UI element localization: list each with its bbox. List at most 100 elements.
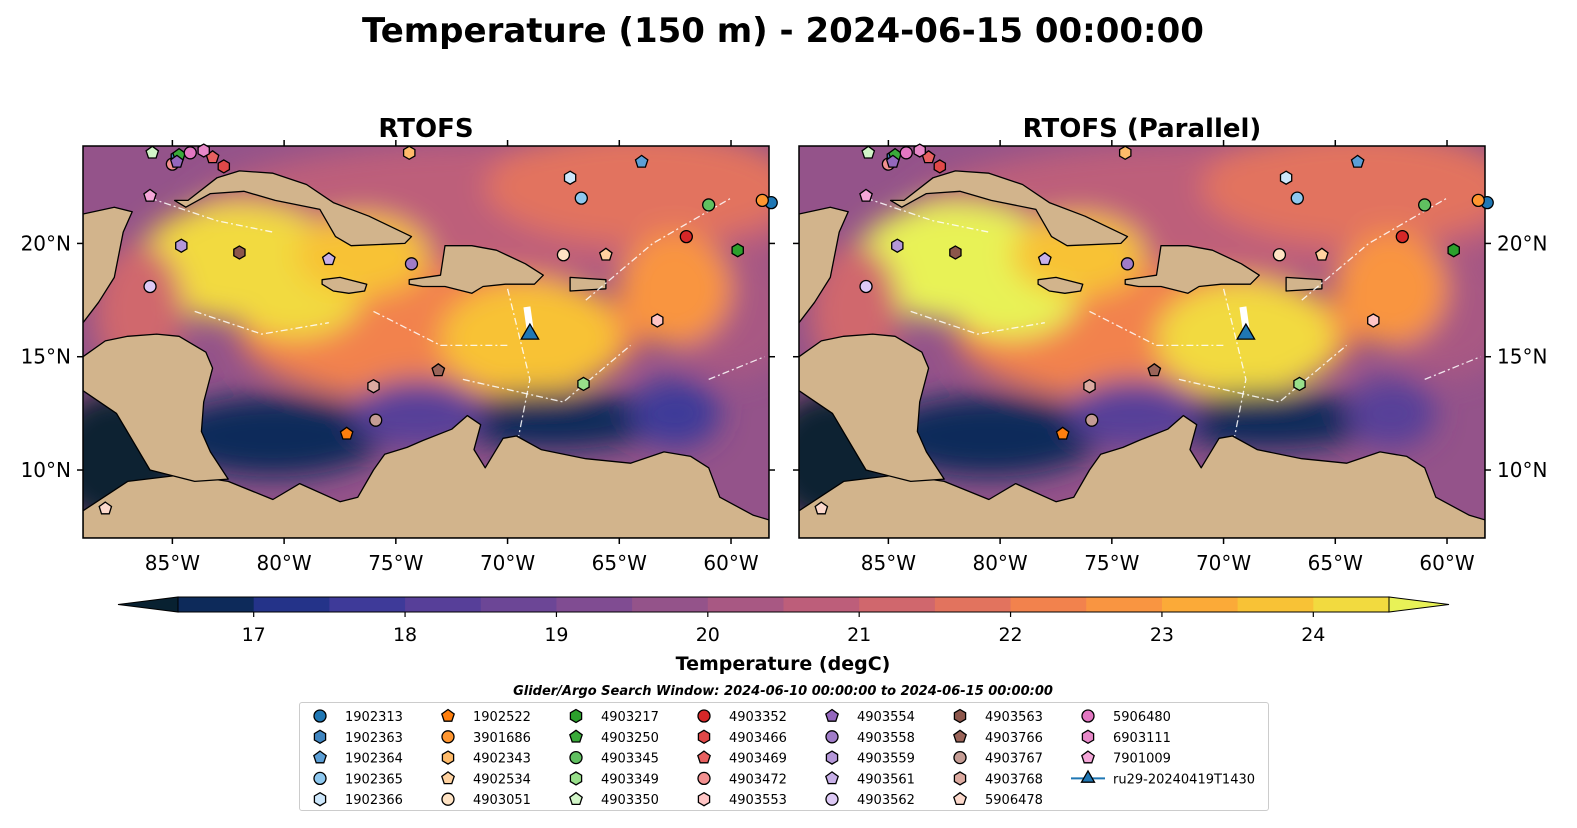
eez-boundaries: [865, 197, 1481, 437]
colorbar-tick-label: 24: [1301, 624, 1325, 646]
legend-label: 1902522: [473, 710, 531, 725]
float-marker-4903553: [1367, 313, 1380, 328]
legend-marker-4903561: [825, 771, 839, 785]
float-marker-4903349: [1293, 376, 1306, 392]
float-marker-4902343: [1118, 145, 1132, 161]
legend-marker-1902365: [313, 771, 327, 786]
lat-tick-label: 10°N: [21, 458, 71, 482]
lat-tick-label: 20°N: [1497, 231, 1547, 255]
float-marker-4903554: [169, 154, 184, 168]
legend-label: 4903554: [857, 710, 915, 725]
temperature-field: [83, 146, 769, 538]
legend-marker-5906480: [1081, 709, 1095, 723]
lat-tick-label: 15°N: [1497, 345, 1547, 369]
colorbar-segment: [405, 597, 482, 612]
colorbar-segment: [1010, 597, 1087, 612]
float-marker-5906478: [98, 501, 113, 515]
legend-label: 1902364: [345, 752, 403, 767]
legend-label: 4903767: [985, 752, 1043, 767]
lon-tick-label: 60°W: [1419, 551, 1474, 575]
legend-label: 4903561: [857, 772, 915, 787]
colorbar-segment: [1237, 597, 1314, 612]
colorbar-tick-label: 22: [998, 624, 1022, 646]
float-marker-6903111: [913, 143, 926, 158]
legend-marker-4903559: [825, 750, 839, 765]
legend-label: 4903345: [601, 752, 659, 767]
float-marker-4903217: [1447, 243, 1460, 258]
legend-label: 4903766: [985, 731, 1043, 746]
float-marker-4903558: [1120, 257, 1135, 271]
colorbar: 17 18 19 20 21 22 23 24: [117, 596, 1450, 646]
legend-label: 4903051: [473, 793, 531, 808]
float-marker-1902364: [1350, 154, 1365, 168]
colorbar-tick-label: 23: [1150, 624, 1174, 646]
lon-tick-label: 70°W: [480, 551, 535, 575]
legend-marker-4903558: [825, 730, 839, 744]
colorbar-segment: [632, 597, 709, 612]
legend-marker-4903349: [569, 771, 583, 786]
glider-marker-ru29-20240419T1430: [520, 322, 540, 340]
float-marker-1902364: [634, 154, 649, 168]
float-marker-4903051: [556, 248, 571, 262]
legend-marker-4903768: [953, 771, 967, 786]
legend-marker-5906478: [953, 791, 967, 806]
float-marker-4903768: [367, 378, 380, 394]
legend-label: 4903217: [601, 710, 659, 725]
float-marker-4903350: [861, 145, 876, 159]
colorbar-segment: [934, 597, 1012, 612]
float-marker-6903111: [197, 143, 210, 158]
float-marker-1902366: [1279, 170, 1293, 185]
legend-label: 1902365: [345, 772, 403, 787]
legend-label: 4903350: [601, 793, 659, 808]
colorbar-tick-label: 21: [847, 624, 871, 646]
legend-label: 4903250: [601, 731, 659, 746]
float-marker-4903349: [577, 376, 590, 392]
landmasses: [83, 170, 769, 538]
legend-label: 5906480: [1113, 710, 1171, 725]
colorbar-tick-label: 18: [393, 624, 417, 646]
legend-entries: 1902313 1902363 1902364 1902365 1902366 19025…: [313, 708, 1255, 808]
float-marker-1902522: [1055, 426, 1070, 440]
float-marker-5906478: [814, 501, 829, 515]
legend-label: 4903349: [601, 772, 659, 787]
float-marker-4903559: [891, 238, 904, 253]
float-marker-4903466: [217, 159, 231, 174]
float-marker-4903559: [175, 238, 188, 253]
figure-title: Temperature (150 m) - 2024-06-15 00:00:0…: [362, 11, 1204, 51]
colorbar-tick-label: 20: [696, 624, 720, 646]
colorbar-tick-label: 19: [544, 624, 568, 646]
legend-marker-4903350: [569, 791, 583, 806]
float-marker-4903562: [859, 279, 873, 294]
map-panel-rtofs-parallel: RTOFS (Parallel) 85°W 80°W 75°W 70°W 65°W 60°W…: [793, 114, 1547, 575]
legend-marker-7901009: [1081, 750, 1095, 764]
colorbar-segment: [1161, 597, 1239, 612]
lat-tick-label: 10°N: [1497, 458, 1547, 482]
float-marker-4903352: [679, 229, 693, 244]
legend: 1902313 1902363 1902364 1902365 1902366 19025…: [299, 702, 1269, 811]
legend-marker-1902366: [313, 791, 327, 807]
glider-marker-ru29-20240419T1430: [1236, 322, 1256, 340]
lon-tick-label: 85°W: [861, 551, 916, 575]
legend-label: 4903559: [857, 752, 915, 767]
legend-label: 7901009: [1113, 752, 1171, 767]
legend-marker-1902363: [313, 729, 327, 745]
float-marker-4903345: [702, 198, 716, 212]
colorbar-tick-label: 17: [242, 624, 266, 646]
float-marker-7901009: [859, 188, 873, 202]
legend-marker-4903051: [441, 792, 455, 806]
float-marker-4903051: [1272, 248, 1287, 262]
float-marker-4903767: [1085, 413, 1099, 427]
float-marker-4903767: [369, 413, 383, 427]
map-frame: [798, 145, 1486, 539]
panel-title: RTOFS (Parallel): [1023, 114, 1262, 144]
colorbar-segment: [1086, 597, 1163, 612]
float-marker-4903466: [933, 159, 947, 174]
float-marker-4903766: [431, 362, 446, 377]
float-marker-4903563: [233, 245, 246, 260]
float-marker-4903352: [1395, 229, 1409, 244]
lon-tick-label: 70°W: [1196, 551, 1251, 575]
legend-marker-4903472: [697, 771, 711, 786]
legend-marker-4903554: [825, 708, 839, 722]
legend-label: 4902343: [473, 752, 531, 767]
colorbar-segment: [178, 597, 255, 612]
